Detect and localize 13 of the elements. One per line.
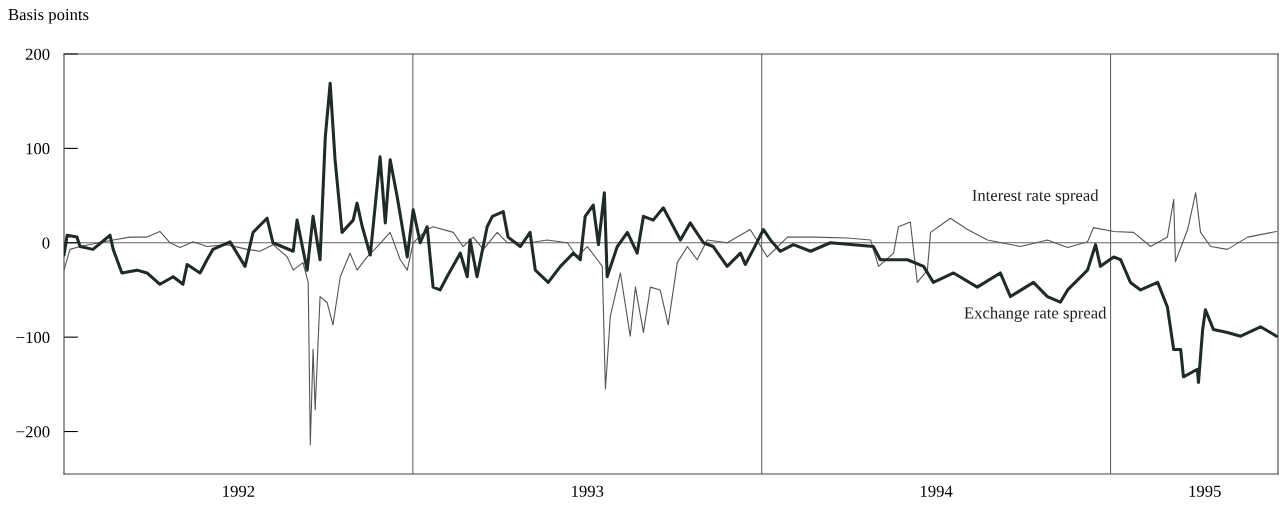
y-axis-title: Basis points xyxy=(8,8,89,24)
x-tick-label: 1995 xyxy=(1189,485,1221,497)
series-label: Interest rate spread xyxy=(972,189,1099,205)
x-tick-label: 1993 xyxy=(572,485,604,497)
y-tick-label: 0 xyxy=(42,237,50,249)
y-tick-label: 200 xyxy=(25,48,50,60)
line-series xyxy=(64,81,1278,384)
x-tick-label: 1992 xyxy=(223,485,255,497)
y-tick-label: −200 xyxy=(16,426,50,438)
y-tick-label: −100 xyxy=(16,331,50,344)
series-label: Exchange rate spread xyxy=(964,306,1107,322)
y-tick-label: 100 xyxy=(26,143,50,155)
x-tick-label: 1994 xyxy=(920,485,953,497)
